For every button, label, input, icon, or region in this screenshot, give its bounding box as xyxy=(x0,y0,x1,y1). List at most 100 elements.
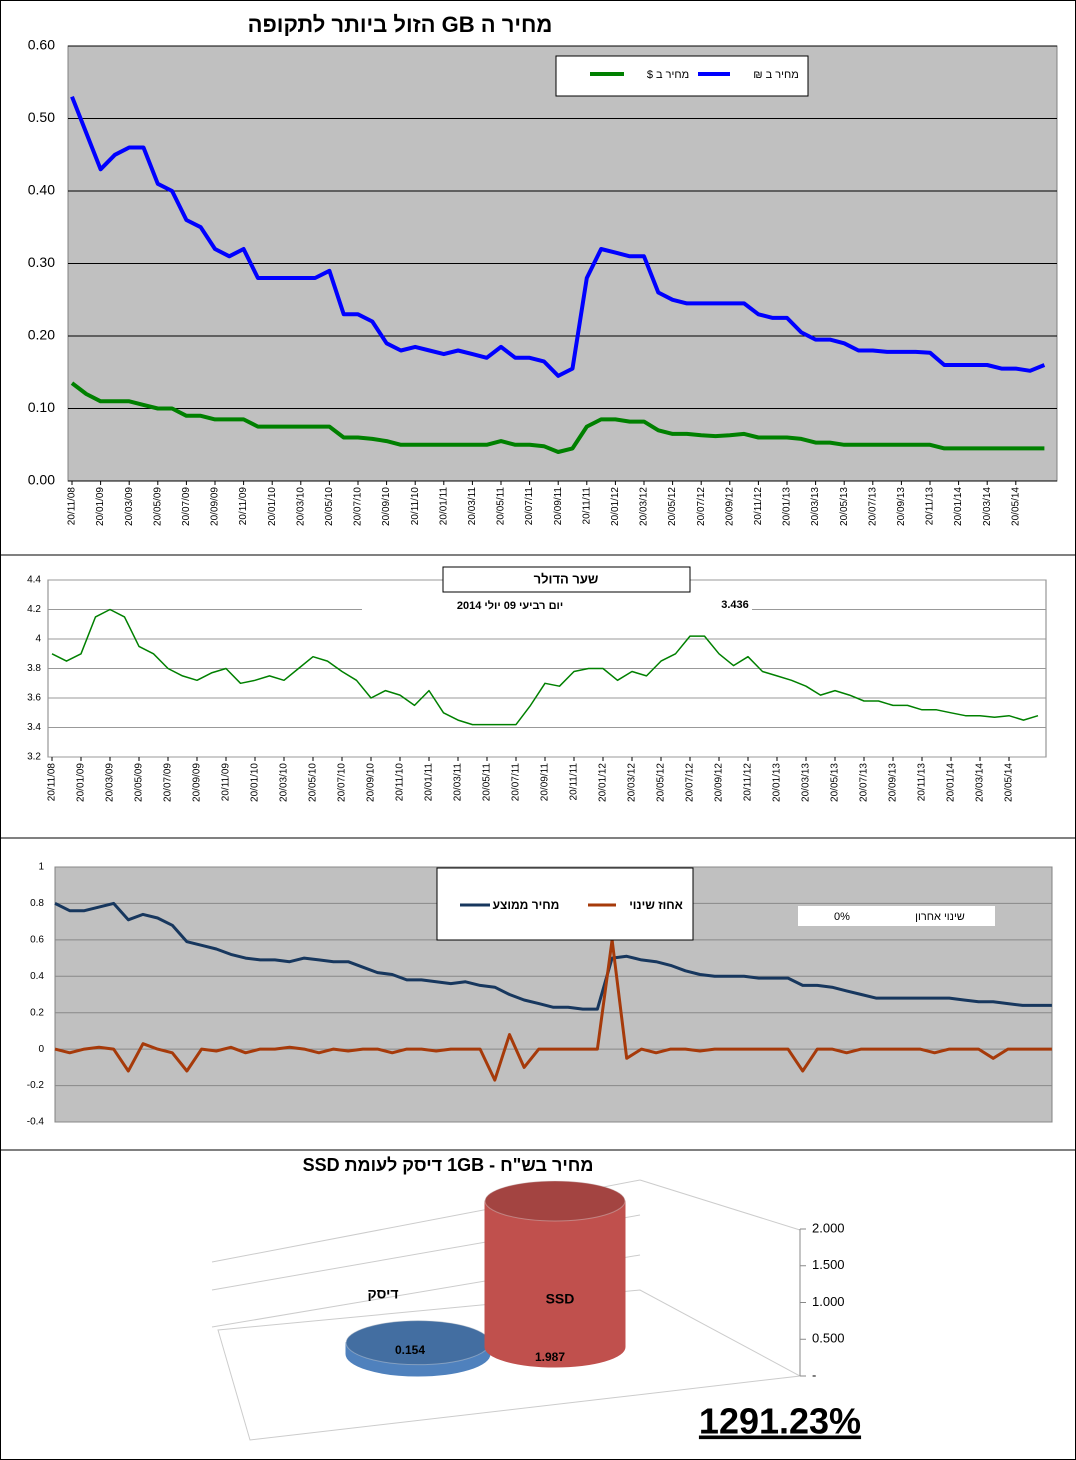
y-tick-label: 0.6 xyxy=(30,934,44,945)
x-tick-label: 20/05/10 xyxy=(324,487,335,526)
legend-label: מחיר ממוצע xyxy=(493,898,560,912)
x-tick-label: 20/03/09 xyxy=(105,763,116,802)
y-tick-label: 4.4 xyxy=(27,575,41,586)
x-tick-label: 20/03/12 xyxy=(639,487,650,526)
x-tick-label: 20/09/12 xyxy=(724,487,735,526)
y-tick-label: 3.6 xyxy=(27,693,41,704)
x-tick-label: 20/01/11 xyxy=(424,763,435,802)
x-tick-label: 20/07/10 xyxy=(337,763,348,802)
x-tick-label: 20/07/11 xyxy=(511,763,522,802)
legend-label: מחיר ב ₪ xyxy=(753,69,799,81)
cylinder-body xyxy=(484,1200,626,1368)
x-tick-label: 20/11/11 xyxy=(581,487,592,525)
y-tick-label: 0.8 xyxy=(30,898,44,909)
info-box xyxy=(798,906,995,926)
x-tick-label: 20/07/11 xyxy=(524,487,535,526)
x-tick-label: 20/09/13 xyxy=(896,487,907,526)
x-tick-label: 20/01/14 xyxy=(946,763,957,802)
data-line xyxy=(70,381,1045,454)
x-tick-label: 20/05/11 xyxy=(496,487,507,526)
x-tick-label: 20/01/13 xyxy=(782,487,793,526)
x-tick-label: 20/01/14 xyxy=(953,487,964,526)
y-tick-label: - xyxy=(812,1367,816,1382)
y-tick-label: 4.2 xyxy=(27,604,41,615)
y-tick-label: 0.00 xyxy=(28,472,55,488)
x-tick-label: 20/03/14 xyxy=(975,763,986,802)
title-box xyxy=(442,566,691,593)
x-tick-label: 20/03/14 xyxy=(982,487,993,526)
x-tick-label: 20/05/14 xyxy=(1010,487,1021,526)
y-tick-label: 0.2 xyxy=(30,1007,44,1018)
x-tick-label: 20/05/12 xyxy=(667,487,678,526)
y-tick-label: 3.4 xyxy=(27,722,41,733)
y-tick-label: 0.500 xyxy=(812,1331,845,1346)
x-tick-label: 20/05/14 xyxy=(1004,763,1015,802)
x-tick-label: 20/11/09 xyxy=(221,763,232,802)
x-tick-label: 20/07/09 xyxy=(181,487,192,526)
wall-line xyxy=(639,1179,801,1231)
x-tick-label: 20/03/13 xyxy=(810,487,821,526)
value-label: 1.987 xyxy=(535,1350,565,1364)
y-tick-label: 0.20 xyxy=(28,327,55,343)
x-tick-label: 20/01/12 xyxy=(610,487,621,526)
data-line xyxy=(54,938,1052,1082)
x-tick-label: 20/07/13 xyxy=(867,487,878,526)
chart-title: מחיר ה GB הזול ביותר לתקופה xyxy=(248,12,553,37)
x-tick-label: 20/11/09 xyxy=(238,487,249,526)
x-tick-label: 20/07/12 xyxy=(696,487,707,526)
x-tick-label: 20/05/12 xyxy=(656,763,667,802)
y-tick-label: 2.000 xyxy=(812,1220,845,1235)
x-tick-label: 20/09/09 xyxy=(192,763,203,802)
annotation: 0% xyxy=(834,911,850,923)
data-line xyxy=(54,901,1052,1011)
x-tick-label: 20/11/10 xyxy=(410,487,421,526)
x-tick-label: 20/11/10 xyxy=(395,763,406,802)
x-tick-label: 20/07/09 xyxy=(163,763,174,802)
category-label: דיסק xyxy=(367,1286,398,1302)
x-tick-label: 20/03/13 xyxy=(801,763,812,802)
x-tick-label: 20/03/11 xyxy=(453,763,464,802)
y-tick-label: 0.30 xyxy=(28,254,55,270)
y-tick-label: -0.4 xyxy=(27,1117,45,1128)
x-tick-label: 20/01/10 xyxy=(250,763,261,802)
x-tick-label: 20/03/09 xyxy=(124,487,135,526)
x-tick-label: 20/01/09 xyxy=(76,763,87,802)
y-tick-label: 0.50 xyxy=(28,109,55,125)
y-tick-label: 0.10 xyxy=(28,399,55,415)
x-tick-label: 20/09/11 xyxy=(553,487,564,526)
x-tick-label: 20/05/09 xyxy=(152,487,163,526)
x-tick-label: 20/05/13 xyxy=(830,763,841,802)
y-tick-label: 0.60 xyxy=(28,37,55,53)
y-tick-label: 3.8 xyxy=(27,663,41,674)
x-tick-label: 20/05/13 xyxy=(839,487,850,526)
y-tick-label: 3.2 xyxy=(27,752,41,763)
annotation: 1291.23% xyxy=(699,1401,861,1442)
x-tick-label: 20/01/11 xyxy=(438,487,449,526)
chart-title: שער הדולר xyxy=(534,571,599,586)
category-label: SSD xyxy=(546,1291,575,1307)
legend-label: אחוז שינוי xyxy=(629,898,683,912)
x-tick-label: 20/11/08 xyxy=(47,763,58,802)
y-tick-label: 1.000 xyxy=(812,1294,845,1309)
x-tick-label: 20/09/12 xyxy=(714,763,725,802)
x-tick-label: 20/01/13 xyxy=(772,763,783,802)
x-tick-label: 20/11/13 xyxy=(917,763,928,802)
x-tick-label: 20/11/11 xyxy=(569,763,580,801)
x-tick-label: 20/07/13 xyxy=(859,763,870,802)
x-tick-label: 20/05/10 xyxy=(308,763,319,802)
annotation: 3.436 xyxy=(721,599,749,611)
y-tick-label: 0 xyxy=(38,1044,44,1055)
x-tick-label: 20/07/12 xyxy=(685,763,696,802)
chart-subtitle: יום רביעי 09 יולי 2014 xyxy=(457,599,563,612)
annotation-label: שינוי אחרון xyxy=(915,911,965,923)
x-tick-label: 20/11/12 xyxy=(743,763,754,802)
x-tick-label: 20/09/10 xyxy=(366,763,377,802)
x-tick-label: 20/11/12 xyxy=(753,487,764,526)
y-tick-label: 1 xyxy=(38,862,44,873)
x-tick-label: 20/09/09 xyxy=(210,487,221,526)
data-line xyxy=(51,608,1039,726)
data-line xyxy=(70,95,1046,378)
x-tick-label: 20/01/09 xyxy=(95,487,106,526)
cylinder-top xyxy=(484,1180,626,1222)
x-tick-label: 20/09/10 xyxy=(381,487,392,526)
